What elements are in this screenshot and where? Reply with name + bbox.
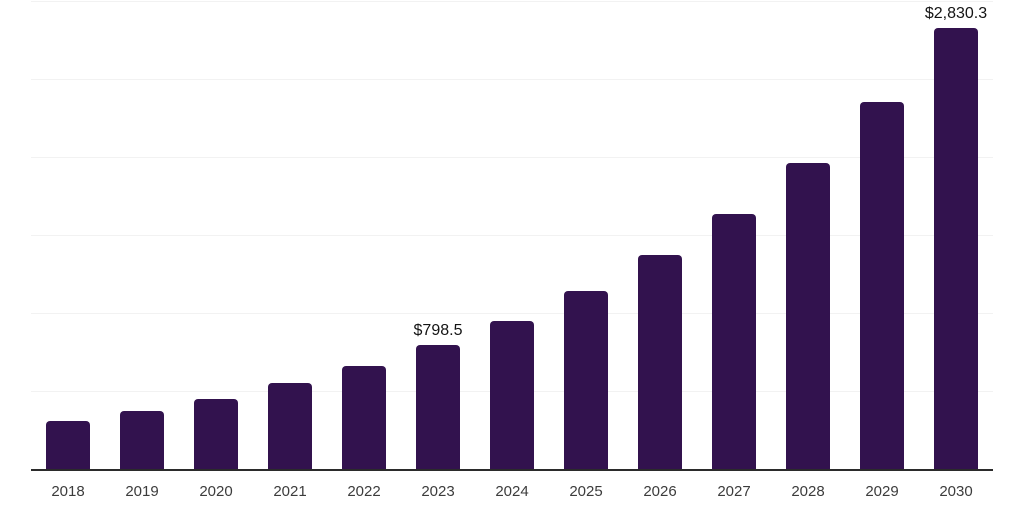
x-axis-label-2028: 2028 xyxy=(791,483,825,500)
x-axis-label-2027: 2027 xyxy=(717,483,751,500)
x-axis-line xyxy=(31,469,993,471)
bar-2024 xyxy=(490,321,534,470)
bar-2020 xyxy=(194,398,238,470)
x-axis-label-2020: 2020 xyxy=(199,483,233,500)
plot-area: $798.5 $2,830.3 xyxy=(31,1,993,471)
bar-2021 xyxy=(268,383,312,470)
bar-2018 xyxy=(46,420,90,470)
x-axis-label-2026: 2026 xyxy=(643,483,677,500)
gridline xyxy=(31,79,993,80)
x-axis-label-2021: 2021 xyxy=(273,483,307,500)
x-axis-label-2019: 2019 xyxy=(125,483,159,500)
gridline xyxy=(31,313,993,314)
x-axis-label-2025: 2025 xyxy=(569,483,603,500)
value-label-2023: $798.5 xyxy=(413,322,463,340)
x-axis-label-2023: 2023 xyxy=(421,483,455,500)
bar-2030 xyxy=(934,28,978,470)
x-axis-label-2029: 2029 xyxy=(865,483,899,500)
bar-2028 xyxy=(786,163,830,470)
x-axis-labels: 2018 2019 2020 2021 2022 2023 2024 2025 2026 2027… xyxy=(31,482,993,504)
x-axis-label-2018: 2018 xyxy=(51,483,85,500)
gridline xyxy=(31,1,993,2)
value-label-2030: $2,830.3 xyxy=(924,5,988,23)
bar-2022 xyxy=(342,366,386,470)
bar-2019 xyxy=(120,410,164,470)
bar-2025 xyxy=(564,291,608,470)
x-axis-label-2024: 2024 xyxy=(495,483,529,500)
x-axis-label-2030: 2030 xyxy=(939,483,973,500)
gridline xyxy=(31,157,993,158)
bar-2029 xyxy=(860,102,904,470)
bar-2027 xyxy=(712,214,756,470)
bar-2026 xyxy=(638,255,682,470)
gridline xyxy=(31,235,993,236)
bar-2023 xyxy=(416,345,460,470)
x-axis-label-2022: 2022 xyxy=(347,483,381,500)
